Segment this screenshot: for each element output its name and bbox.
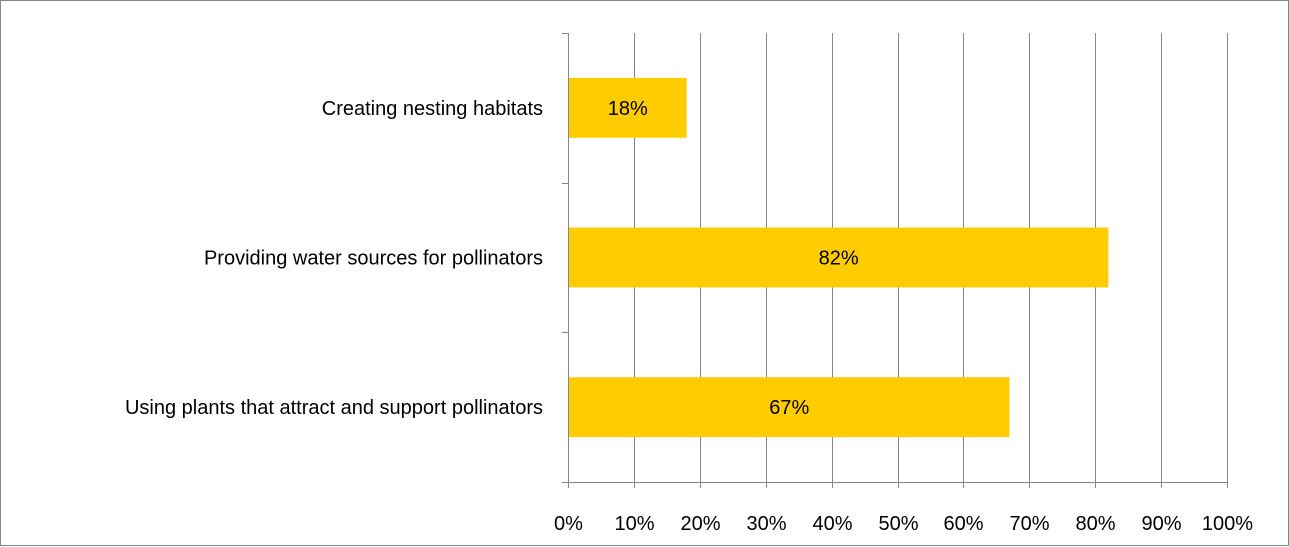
bars	[569, 77, 1109, 438]
x-tick-label: 90%	[1141, 513, 1181, 535]
x-tick-label: 30%	[746, 513, 786, 535]
x-tick-label: 20%	[680, 513, 720, 535]
x-tick-label: 50%	[878, 513, 918, 535]
data-label: 18%	[608, 98, 648, 120]
bar	[569, 227, 1109, 288]
bar	[569, 77, 687, 138]
category-label: Creating nesting habitats	[322, 98, 543, 120]
category-label: Providing water sources for pollinators	[204, 248, 543, 270]
x-tick-label: 10%	[614, 513, 654, 535]
x-tick-label: 40%	[812, 513, 852, 535]
x-tick-label: 80%	[1075, 513, 1115, 535]
x-tick-label: 70%	[1009, 513, 1049, 535]
data-label: 67%	[769, 397, 809, 419]
bar	[569, 377, 1010, 438]
x-tick-label: 60%	[943, 513, 983, 535]
x-tick-label: 100%	[1202, 513, 1253, 535]
labels: 0% 10% 20% 30% 40% 50% 60% 70% 80% 90% 100% 18% Crea…	[125, 98, 1253, 535]
category-label: Using plants that attract and support po…	[125, 397, 543, 419]
data-label: 82%	[819, 248, 859, 270]
x-tick-label: 0%	[554, 513, 583, 535]
axes	[562, 33, 1228, 488]
